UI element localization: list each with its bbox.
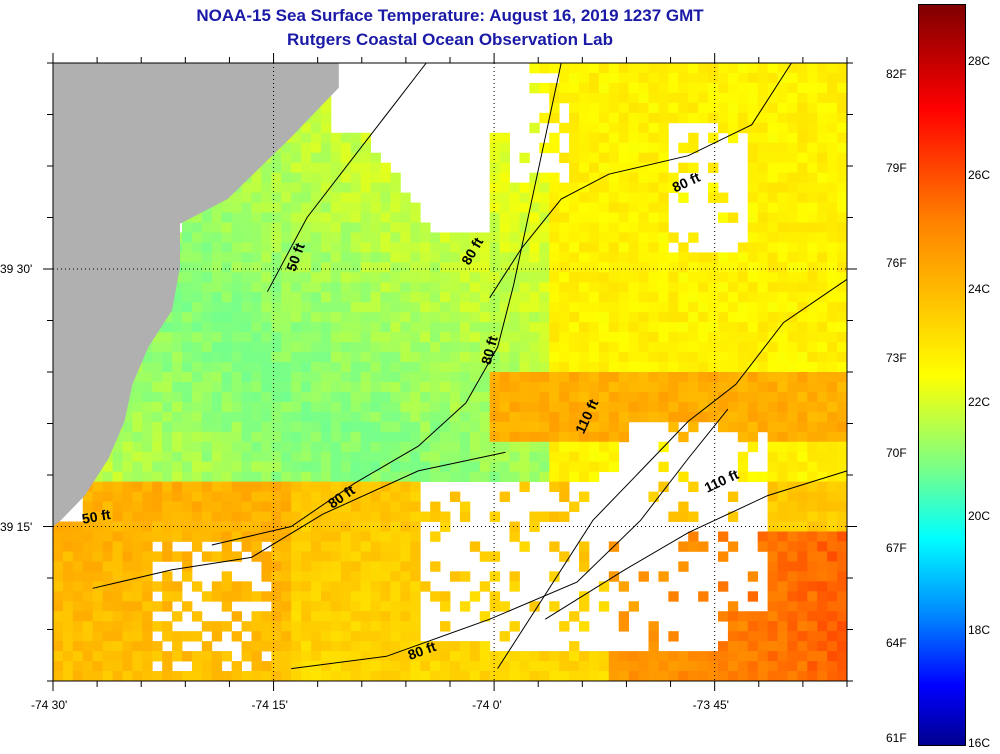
colorbar-fahrenheit-label: 73F [886,351,907,366]
x-tick-label: -74 0' [472,698,502,712]
bathymetry-contours [92,62,848,670]
colorbar-fahrenheit-label: 82F [886,66,907,81]
colorbar-celsius-label: 22C [968,395,991,410]
colorbar-celsius-label: 16C [968,736,991,750]
colorbar-celsius-label: 28C [968,53,991,68]
colorbar-celsius-label: 24C [968,281,991,296]
contour-line [211,62,562,546]
contour-line [266,62,427,292]
colorbar-celsius-label: 18C [968,623,991,638]
contour-line [545,470,848,620]
contour-line [291,408,729,670]
land-area [53,63,339,527]
chart-title: NOAA-15 Sea Surface Temperature: August … [196,6,704,25]
colorbar-celsius-label: 20C [968,509,991,524]
colorbar-fahrenheit-label: 70F [886,446,907,461]
x-tick-label: -74 30' [31,698,68,712]
colorbar-celsius-label: 26C [968,167,991,182]
contour-line [489,62,792,299]
colorbar-fahrenheit-label: 67F [886,540,907,555]
colorbar [918,4,966,746]
x-tick-label: -73 45' [692,698,729,712]
contour-label: 50 ft [81,506,112,527]
colorbar-fahrenheit-label: 76F [886,256,907,271]
contour-line [497,278,848,669]
colorbar-fahrenheit-label: 61F [886,730,907,745]
axis-ticks [43,53,857,691]
y-tick-label: 39 30' [0,262,33,276]
contour-line [92,451,506,589]
colorbar-fahrenheit-label: 64F [886,635,907,650]
chart-subtitle: Rutgers Coastal Ocean Observation Lab [287,30,613,49]
x-tick-label: -74 15' [251,698,288,712]
contour-label: 80 ft [478,334,501,366]
colorbar-fahrenheit-label: 79F [886,161,907,176]
y-tick-label: 39 15' [0,519,33,534]
